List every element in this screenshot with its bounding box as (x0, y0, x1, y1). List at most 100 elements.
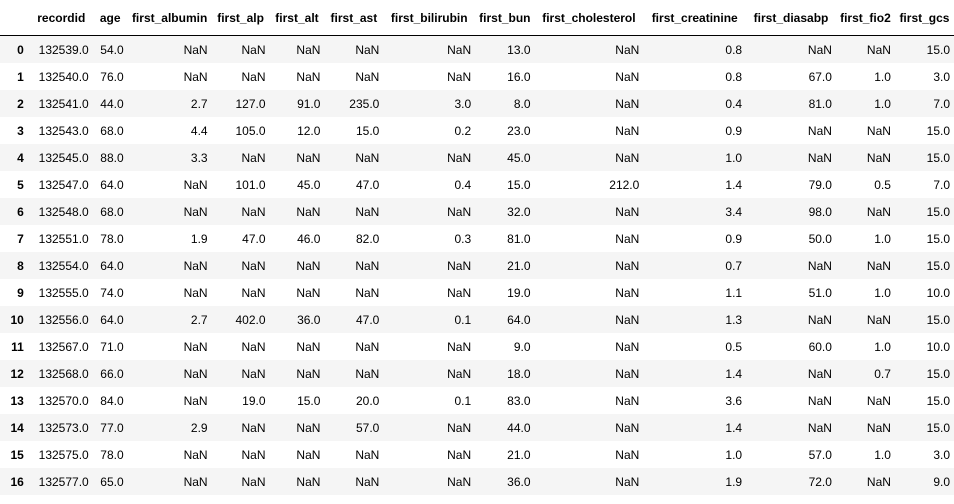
table-cell: 67.0 (808, 69, 832, 84)
table-cell: 16.0 (507, 69, 531, 84)
table-row: 0 132539.0 54.0 NaN NaN NaN NaN NaN 13.0 NaN 0.8 Na… (0, 35, 954, 63)
table-cell: 15.0 (926, 366, 950, 381)
table-cell: 132540.0 (38, 69, 89, 84)
table-cell: NaN (296, 366, 321, 381)
table-cell: NaN (241, 204, 266, 219)
table-cell: 132545.0 (38, 150, 89, 165)
table-row: 8 132554.0 64.0 NaN NaN NaN NaN NaN 21.0 NaN 0.7 Na… (0, 252, 954, 279)
table-cell: 64.0 (100, 258, 124, 273)
table-cell: 47.0 (355, 177, 380, 192)
table-cell: NaN (807, 150, 832, 165)
table-cell: 3.0 (454, 96, 472, 111)
table-cell: 68.0 (100, 123, 124, 138)
table-cell: 77.0 (100, 420, 124, 435)
table-cell: NaN (615, 69, 640, 84)
table-cell: NaN (447, 258, 472, 273)
table-row: 6 132548.0 68.0 NaN NaN NaN NaN NaN 32.0 NaN 3.4 98… (0, 198, 954, 225)
table-cell: 1.0 (725, 447, 743, 462)
table-cell: 15.0 (926, 258, 950, 273)
table-cell: NaN (866, 150, 891, 165)
table-cell: 105.0 (235, 123, 266, 138)
table-cell: NaN (183, 258, 208, 273)
table-cell: 15.0 (926, 393, 950, 408)
table-cell: 9.0 (933, 474, 950, 489)
table-row: 2 132541.0 44.0 2.7 127.0 91.0 235.0 3.0 8.0 NaN 0… (0, 90, 954, 117)
table-cell: 20.0 (355, 393, 380, 408)
table-cell: NaN (615, 150, 640, 165)
column-header: first_fio2 (835, 0, 895, 36)
table-cell: NaN (615, 96, 640, 111)
table-cell: 132575.0 (38, 447, 89, 462)
table-cell: 132539.0 (38, 42, 89, 57)
table-cell: 132547.0 (38, 177, 89, 192)
table-cell: 15.0 (507, 177, 531, 192)
table-cell: 13.0 (507, 42, 531, 57)
row-index: 1 (17, 69, 24, 84)
table-cell: 132570.0 (38, 393, 89, 408)
table-cell: NaN (241, 285, 266, 300)
table-cell: 132567.0 (38, 339, 89, 354)
table-cell: NaN (296, 339, 321, 354)
row-index: 0 (17, 42, 24, 57)
table-cell: NaN (615, 285, 640, 300)
table-cell: NaN (807, 393, 832, 408)
table-cell: 21.0 (507, 258, 531, 273)
table-cell: NaN (866, 420, 891, 435)
table-cell: NaN (241, 258, 266, 273)
table-cell: 3.3 (190, 150, 208, 165)
table-cell: NaN (296, 447, 321, 462)
table-cell: 64.0 (507, 312, 531, 327)
table-cell: 19.0 (507, 285, 531, 300)
table-cell: NaN (241, 69, 266, 84)
table-cell: 1.0 (874, 69, 891, 84)
table-cell: 0.5 (874, 177, 891, 192)
table-cell: 8.0 (513, 96, 531, 111)
table-cell: NaN (355, 366, 380, 381)
table-cell: 21.0 (507, 447, 531, 462)
table-cell: 91.0 (297, 96, 321, 111)
table-cell: 36.0 (507, 474, 531, 489)
table-row: 16 132577.0 65.0 NaN NaN NaN NaN NaN 36.0 NaN 1.9 7… (0, 468, 954, 495)
table-cell: NaN (183, 393, 208, 408)
table-cell: 7.0 (933, 96, 950, 111)
table-cell: NaN (296, 204, 321, 219)
table-cell: NaN (183, 177, 208, 192)
table-cell: NaN (447, 204, 472, 219)
table-cell: 0.3 (454, 231, 472, 246)
table-cell: 98.0 (808, 204, 832, 219)
table-cell: 76.0 (100, 69, 124, 84)
row-index: 14 (10, 420, 24, 435)
table-cell: 51.0 (808, 285, 832, 300)
table-cell: NaN (807, 312, 832, 327)
column-header: first_alt (269, 0, 325, 36)
row-index: 13 (10, 393, 24, 408)
table-cell: 1.0 (874, 96, 891, 111)
table-cell: 0.4 (725, 96, 743, 111)
table-row: 15 132575.0 78.0 NaN NaN NaN NaN NaN 21.0 NaN 1.0 5… (0, 441, 954, 468)
table-cell: 15.0 (926, 312, 950, 327)
table-cell: 84.0 (100, 393, 124, 408)
header-row: recordid age first_albumin first_alp first_a… (0, 0, 954, 36)
table-cell: NaN (183, 366, 208, 381)
table-cell: 2.7 (190, 312, 208, 327)
row-index: 2 (17, 96, 24, 111)
table-cell: 71.0 (100, 339, 124, 354)
column-header: age (92, 0, 128, 36)
table-cell: NaN (296, 69, 321, 84)
column-header: first_ast (324, 0, 384, 36)
row-index: 3 (17, 123, 24, 138)
row-index: 8 (17, 258, 24, 273)
table-cell: 132577.0 (38, 474, 89, 489)
table-cell: 132551.0 (38, 231, 89, 246)
table-row: 11 132567.0 71.0 NaN NaN NaN NaN NaN 9.0 NaN 0.5 60… (0, 333, 954, 360)
table-cell: 132556.0 (38, 312, 89, 327)
table-cell: 9.0 (513, 339, 531, 354)
table-cell: 36.0 (297, 312, 321, 327)
table-cell: 1.0 (874, 231, 891, 246)
table-cell: 1.0 (725, 150, 743, 165)
index-header (0, 0, 30, 36)
table-cell: 83.0 (507, 393, 531, 408)
table-cell: NaN (447, 285, 472, 300)
